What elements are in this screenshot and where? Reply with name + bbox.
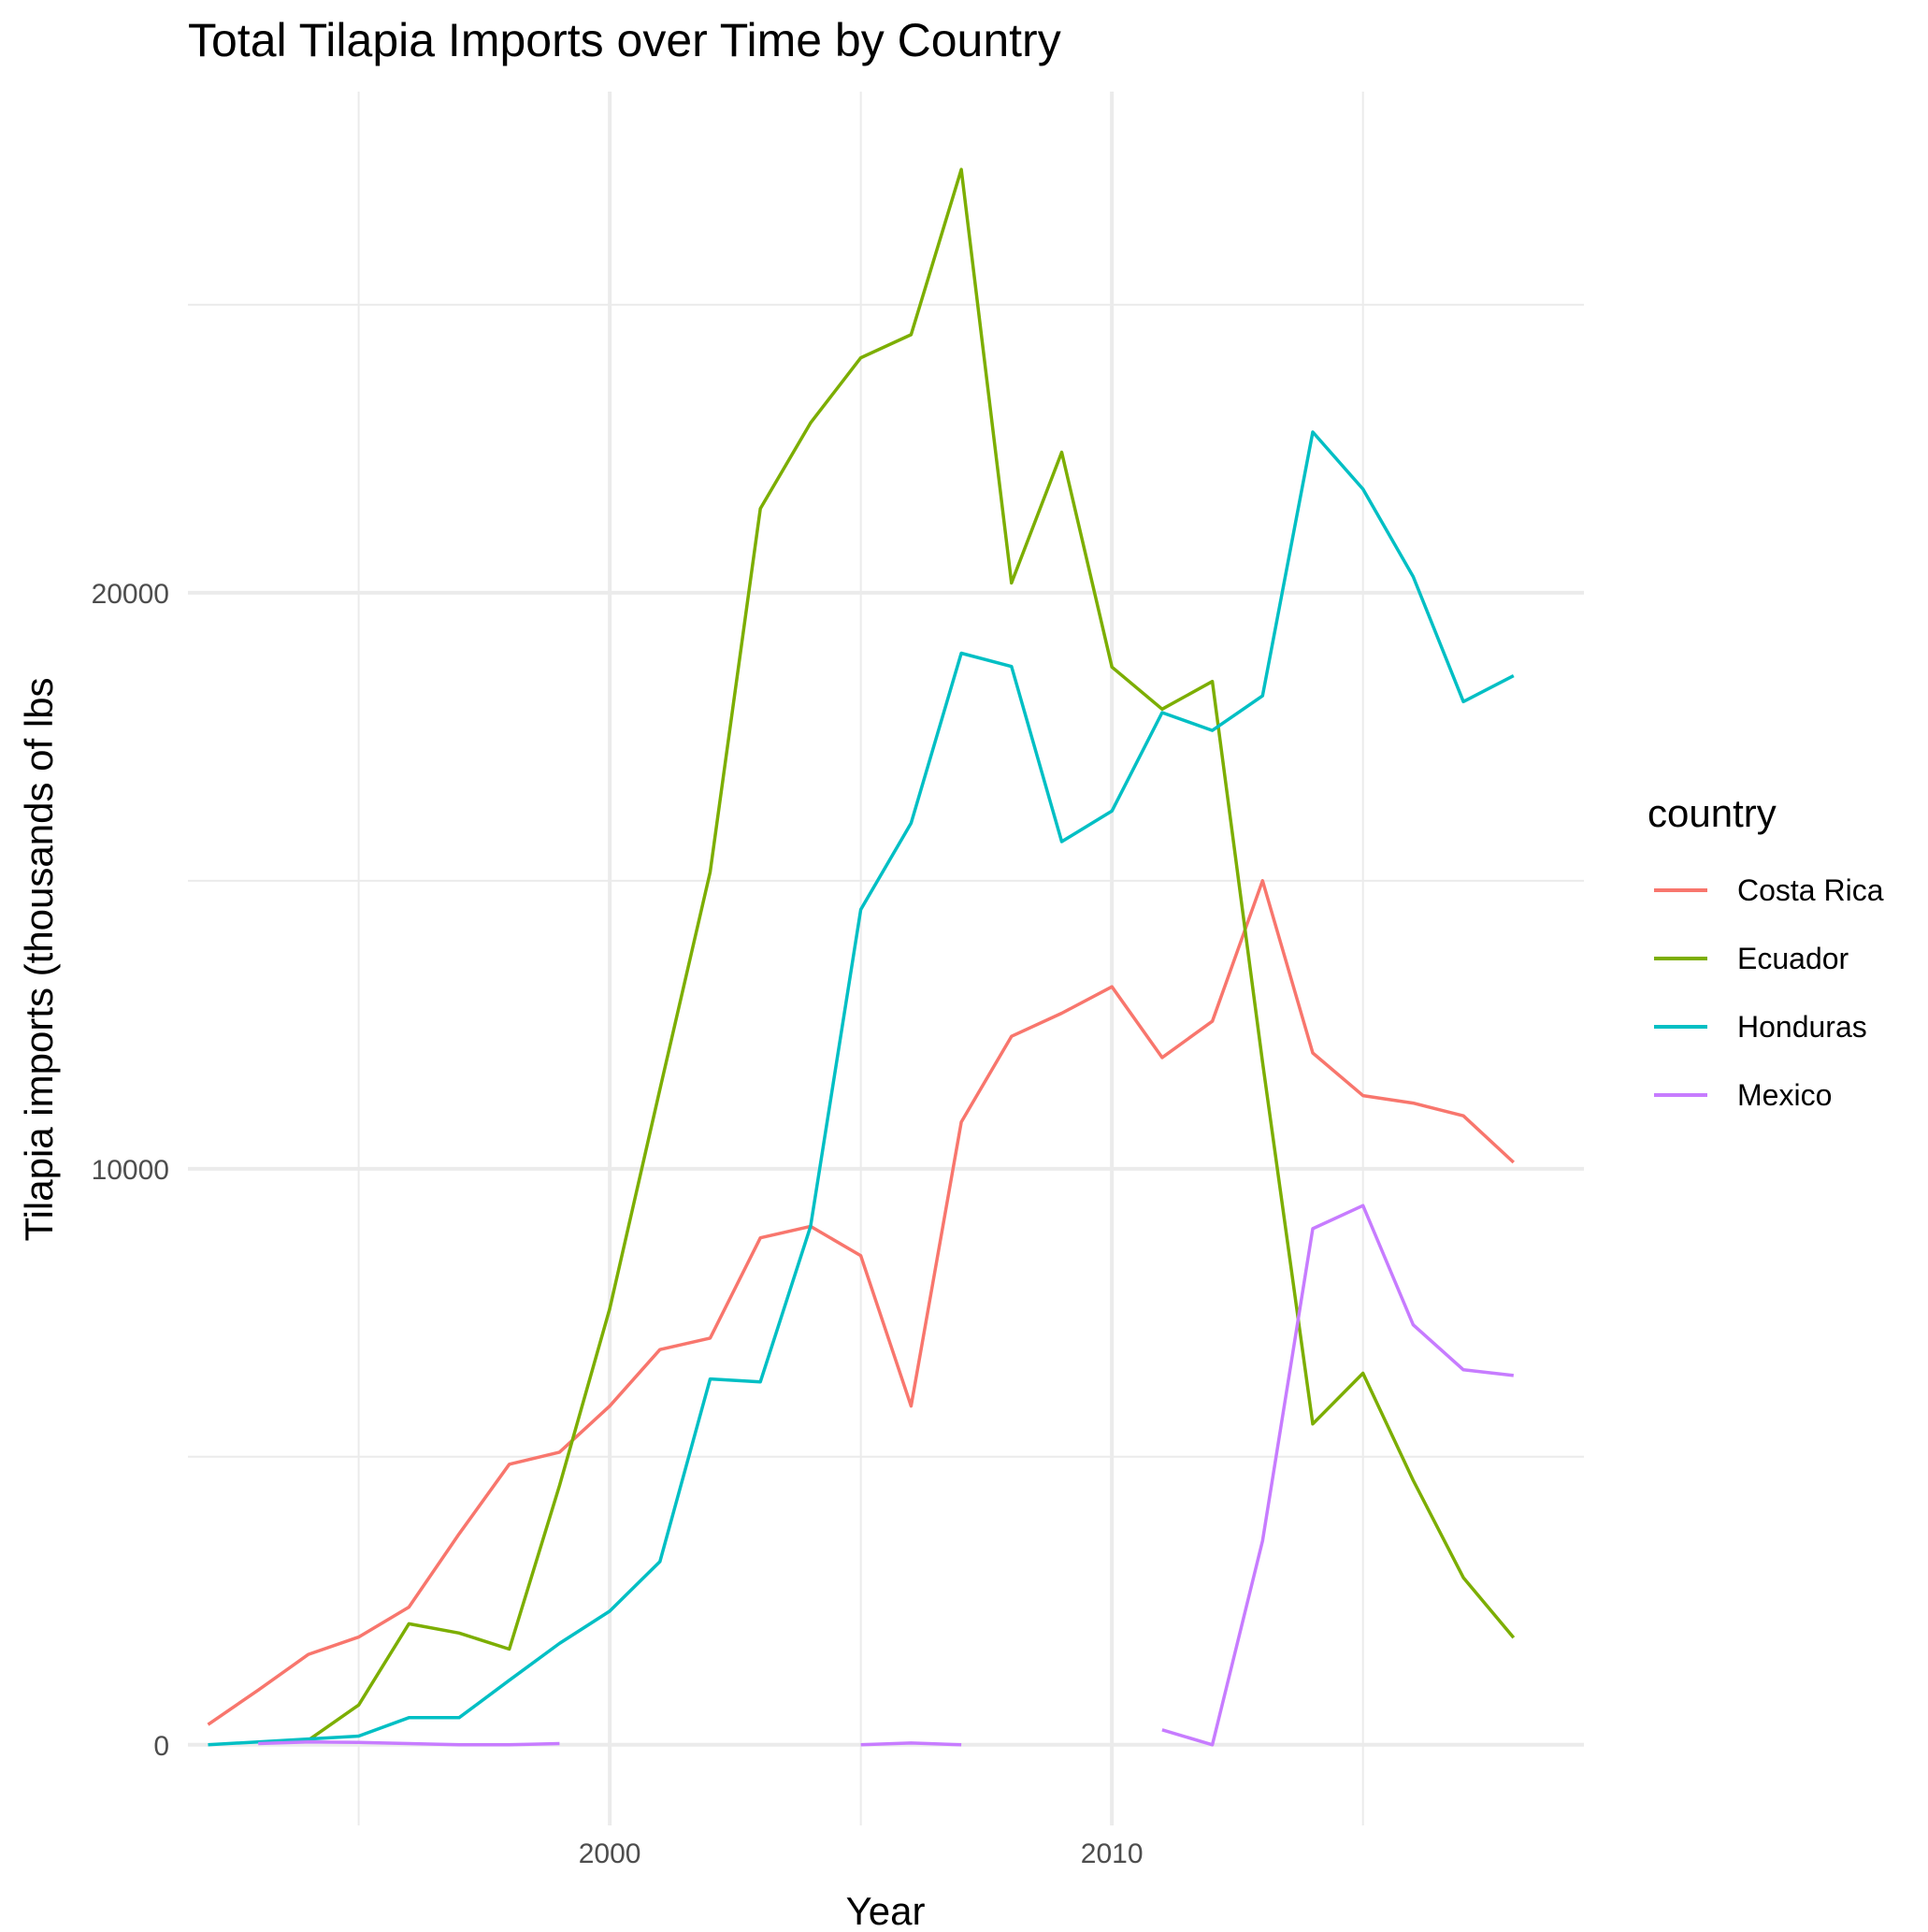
legend-items: Costa Rica Ecuador Honduras Mexico [1654,873,1884,1112]
legend-item-ecuador: Ecuador [1654,942,1849,975]
legend-label-honduras: Honduras [1737,1010,1867,1044]
legend-item-honduras: Honduras [1654,1010,1867,1044]
grid [188,92,1584,1825]
legend: country Costa Rica Ecuador Honduras Mexico [1647,791,1884,1112]
y-axis-title: Tilapia imports (thousands of lbs [17,677,61,1241]
series-line-mexico [258,1739,560,1747]
series-line-ecuador [307,167,1516,1742]
series-line-mexico [860,1741,962,1747]
series-line-mexico [1161,1204,1514,1747]
series-line-honduras [208,430,1515,1747]
legend-item-costa-rica: Costa Rica [1654,873,1884,907]
legend-label-costa-rica: Costa Rica [1737,873,1884,907]
legend-title: country [1647,791,1777,835]
x-tick-label: 2010 [1081,1838,1144,1869]
legend-item-mexico: Mexico [1654,1078,1832,1112]
series-line-costa-rica [207,879,1515,1726]
legend-label-ecuador: Ecuador [1737,942,1849,975]
y-tick-label: 10000 [92,1155,169,1186]
legend-label-mexico: Mexico [1737,1078,1832,1112]
x-axis-title: Year [846,1889,926,1932]
axes: 0 10000 20000 2000 2010 [92,579,1144,1869]
y-tick-label: 20000 [92,579,169,610]
series-lines [207,167,1516,1747]
x-tick-label: 2000 [579,1838,641,1869]
y-tick-label: 0 [153,1731,169,1762]
chart-title: Total Tilapia Imports over Time by Count… [188,14,1061,66]
